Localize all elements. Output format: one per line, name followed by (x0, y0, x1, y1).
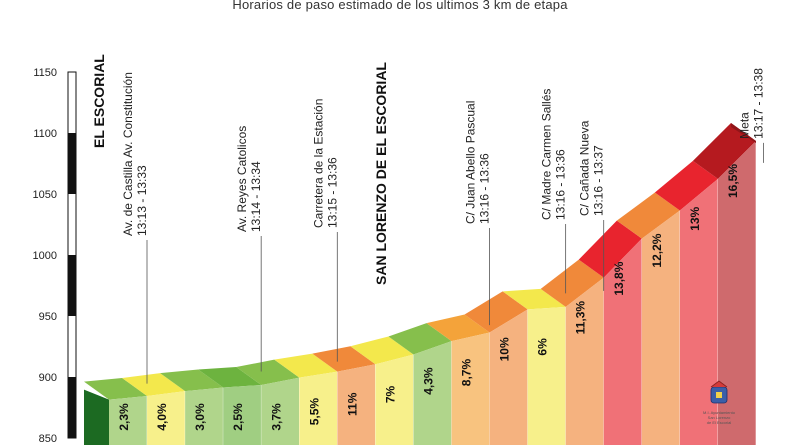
segment-front (565, 277, 604, 445)
segment-top (84, 377, 148, 400)
seal-line1: M.I. Ayuntamiento (703, 410, 736, 415)
waypoint-label: Av. Reyes Catolicos 13:14 - 13:34 (235, 126, 263, 232)
segment-top (274, 353, 338, 378)
y-tick-label: 950 (39, 311, 57, 323)
segment-front (185, 387, 224, 445)
segment-top (160, 369, 224, 392)
segment-front (261, 377, 300, 445)
profile-start-face (84, 389, 109, 445)
gradient-label: 4,0% (155, 403, 169, 431)
segment-top (426, 314, 490, 342)
segment-front (375, 354, 414, 445)
y-tick-label: 850 (39, 433, 57, 445)
segment-front (337, 364, 376, 445)
waypoint-label: Carretera de la Estación 13:15 - 13:36 (311, 99, 339, 228)
waypoint-time: 13:16 - 13:37 (592, 145, 606, 216)
gradient-label: 4,3% (422, 367, 436, 395)
waypoint-time: 13:16 - 13:36 (478, 153, 492, 224)
waypoint-time: 13:16 - 13:36 (554, 149, 568, 220)
waypoint-name: C/ Madre Carmen Sallés (540, 89, 554, 220)
waypoint-name: Carretera de la Estación (311, 99, 325, 228)
waypoint-name: Av. Reyes Catolicos (235, 126, 249, 232)
seal-line3: de El Escorial (707, 420, 732, 425)
segment-top (540, 259, 604, 307)
segment-top (502, 288, 566, 310)
segment-front (489, 309, 528, 445)
gradient-label: 5,5% (307, 398, 321, 426)
segment-top (654, 160, 718, 211)
gradient-label: 6% (536, 338, 550, 356)
waypoint-name: Av. de Castilla Av. Constitución (121, 72, 135, 236)
waypoint-label: Meta 13:17 - 13:38 (738, 68, 766, 139)
town-san-lorenzo: SAN LORENZO DE EL ESCORIAL (373, 62, 389, 285)
profile-end-face (731, 123, 756, 143)
waypoint-label: Av. de Castilla Av. Constitución 13:13 - … (121, 72, 149, 236)
gradient-label: 11,3% (574, 301, 588, 335)
gradient-label: 3,0% (193, 403, 207, 431)
segment-top (578, 220, 642, 278)
y-tick-label: 900 (39, 372, 57, 384)
segment-top (388, 323, 452, 355)
waypoint-label: C/ Madre Carmen Sallés 13:16 - 13:36 (540, 89, 568, 220)
waypoint-label: C/ Cañada Nueva 13:16 - 13:37 (578, 120, 606, 216)
chart-subtitle: Horarios de paso estimado de los ultimos… (232, 0, 568, 12)
gradient-label: 8,7% (460, 359, 474, 387)
gradient-label: 13,8% (612, 261, 626, 295)
axis-band (68, 133, 76, 194)
seal-line2: San Lorenzo (708, 415, 731, 420)
segment-top (350, 336, 414, 365)
waypoint-time: 13:14 - 13:34 (249, 161, 263, 232)
waypoint-time: 13:15 - 13:36 (325, 157, 339, 228)
y-tick-label: 1150 (33, 67, 57, 79)
segment-front (679, 178, 718, 445)
segment-front (717, 141, 756, 445)
axis-band (68, 255, 76, 316)
segment-top (692, 123, 756, 179)
segment-top (464, 291, 528, 333)
waypoint-label: C/ Juan Abello Pascual 13:16 - 13:36 (464, 101, 492, 224)
waypoint-name: C/ Cañada Nueva (578, 120, 592, 216)
segment-front (527, 306, 566, 445)
segment-front (223, 385, 262, 445)
gradient-label: 13% (688, 206, 702, 230)
gradient-label: 2,5% (231, 403, 245, 431)
waypoint-time: 13:13 - 13:33 (135, 165, 149, 236)
gradient-label: 16,5% (726, 164, 740, 198)
segment-front (413, 341, 452, 445)
segment-front (451, 332, 490, 445)
gradient-label: 7% (383, 385, 397, 403)
axis-band (68, 377, 76, 438)
y-tick-label: 1050 (33, 189, 57, 201)
segment-front (299, 371, 338, 445)
segment-top (312, 346, 376, 372)
segment-top (616, 192, 680, 239)
gradient-label: 11% (345, 392, 359, 416)
waypoint-name: C/ Juan Abello Pascual (464, 101, 478, 224)
town-el-escorial: EL ESCORIAL (91, 54, 107, 148)
y-tick-label: 1100 (33, 128, 57, 140)
waypoint-name: Meta (738, 112, 752, 139)
segment-front (147, 391, 186, 445)
gradient-label: 2,3% (117, 403, 131, 431)
segment-front (641, 210, 680, 445)
waypoint-time: 13:17 - 13:38 (752, 68, 766, 139)
segment-top (122, 373, 186, 396)
gradient-label: 10% (498, 337, 512, 361)
y-tick-label: 1000 (33, 250, 57, 262)
gradient-label: 12,2% (650, 233, 664, 267)
segment-top (198, 367, 262, 388)
segment-front (109, 395, 148, 445)
segment-front (603, 238, 642, 445)
gradient-label: 3,7% (269, 403, 283, 431)
segment-top (236, 359, 300, 385)
